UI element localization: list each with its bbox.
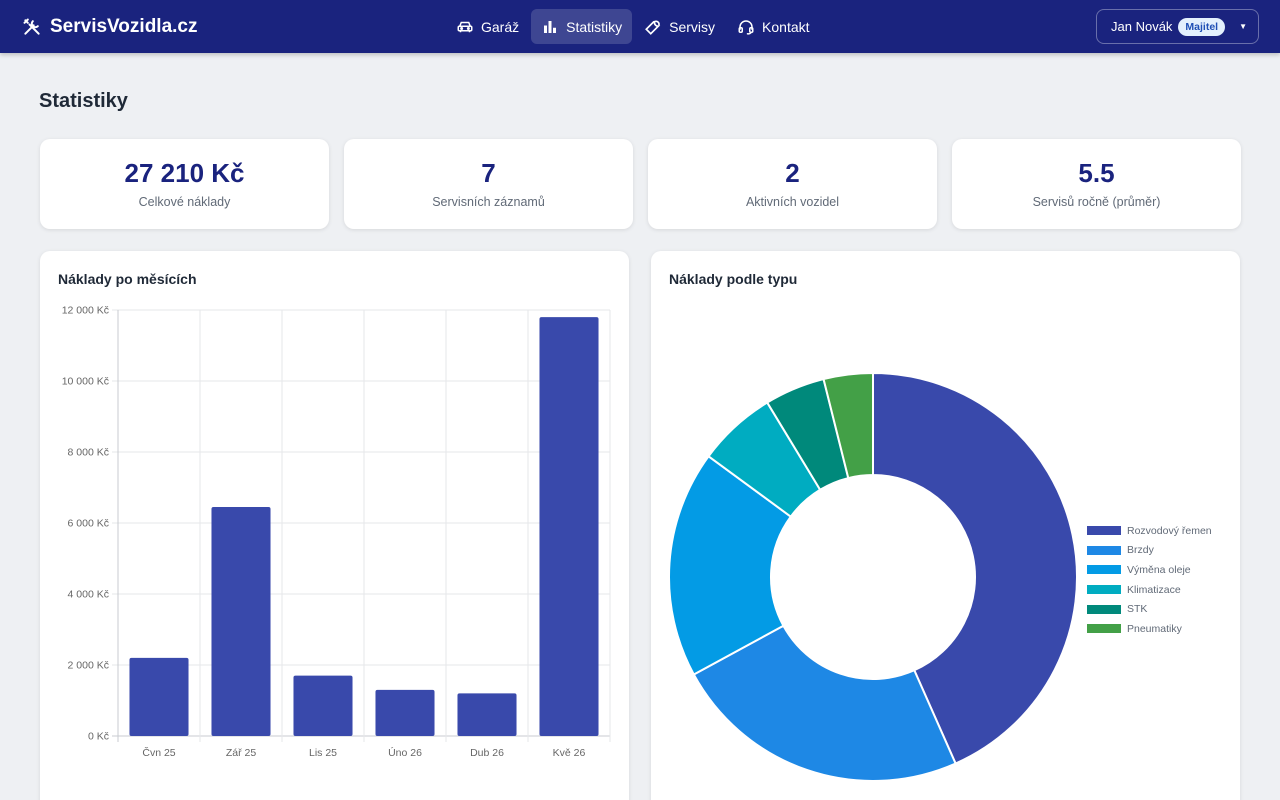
donut-slice — [822, 371, 874, 480]
cost-by-type-panel: Náklady podle typu Rozvodový řemen Brzdy V… — [651, 251, 1240, 800]
stat-card-active-vehicles: 2 Aktivních vozidel — [648, 139, 937, 229]
stat-value: 5.5 — [1078, 158, 1115, 188]
bar — [293, 675, 353, 736]
legend-label: Výměna oleje — [1127, 563, 1191, 576]
monthly-costs-bar-chart: 0 Kč 2 000 Kč 4 000 Kč 6 000 Kč 8 000 Kč 10 0… — [62, 305, 611, 759]
tools-icon — [23, 18, 40, 35]
y-tick-label: 0 Kč — [88, 731, 109, 743]
stat-value: 2 — [785, 158, 800, 188]
stat-value: 7 — [481, 158, 496, 188]
panel-title: Náklady po měsících — [58, 271, 197, 287]
bar — [457, 693, 517, 736]
y-tick-label: 8 000 Kč — [68, 447, 109, 459]
x-tick-label: Kvě 26 — [553, 747, 586, 759]
stat-card-services-per-year: 5.5 Servisů ročně (průměr) — [952, 139, 1241, 229]
y-tick-label: 10 000 Kč — [62, 376, 109, 388]
nav-label: Servisy — [669, 18, 716, 35]
role-badge: Majitel — [1178, 17, 1226, 36]
y-tick-label: 2 000 Kč — [68, 660, 109, 672]
legend-swatch — [1087, 545, 1121, 555]
user-menu-button[interactable]: Jan Novák Majitel ▼ — [1096, 9, 1259, 44]
donut-slice — [668, 454, 793, 676]
legend-label: STK — [1127, 603, 1148, 616]
legend-item[interactable]: Výměna oleje — [1087, 560, 1212, 580]
donut-slice — [872, 371, 1078, 765]
stat-card-service-records: 7 Servisních záznamů — [344, 139, 633, 229]
nav-item-garaz[interactable]: Garáž — [446, 9, 529, 44]
x-tick-label: Úno 26 — [388, 746, 422, 759]
legend-label: Klimatizace — [1127, 583, 1181, 596]
nav-item-statistiky[interactable]: Statistiky — [531, 9, 633, 44]
nav-label: Garáž — [481, 18, 520, 35]
main-nav: Garáž Statistiky Servisy Kontakt — [446, 9, 820, 44]
legend-swatch — [1087, 585, 1121, 595]
legend-label: Rozvodový řemen — [1127, 524, 1212, 537]
legend-item[interactable]: Brzdy — [1087, 541, 1212, 561]
y-tick-label: 12 000 Kč — [62, 305, 109, 317]
legend-label: Brzdy — [1127, 544, 1154, 557]
monthly-costs-panel: Náklady po měsících 0 Kč 2 000 Kč 4 000 Kč… — [40, 251, 629, 800]
legend-label: Pneumatiky — [1127, 622, 1182, 635]
nav-label: Kontakt — [762, 18, 810, 35]
legend-item[interactable]: Pneumatiky — [1087, 619, 1212, 639]
stat-label: Aktivních vozidel — [745, 195, 840, 209]
nav-label: Statistiky — [566, 18, 623, 35]
y-tick-label: 6 000 Kč — [68, 518, 109, 530]
wrench-icon — [645, 20, 661, 35]
legend-swatch — [1087, 565, 1121, 575]
x-tick-label: Zář 25 — [226, 747, 257, 759]
stat-value: 27 210 Kč — [124, 158, 245, 188]
bar-chart-icon — [544, 20, 557, 33]
legend-item[interactable]: Klimatizace — [1087, 580, 1212, 600]
brand-name: ServisVozidla.cz — [50, 15, 198, 37]
caret-down-icon: ▼ — [1239, 22, 1247, 31]
panel-title: Náklady podle typu — [669, 271, 798, 287]
stat-card-total-cost: 27 210 Kč Celkové náklady — [40, 139, 329, 229]
stat-label: Celkové náklady — [138, 195, 231, 209]
legend-swatch — [1087, 604, 1121, 614]
x-tick-label: Čvn 25 — [142, 746, 175, 759]
user-name: Jan Novák — [1111, 19, 1173, 34]
brand-link[interactable]: ServisVozidla.cz — [22, 0, 198, 53]
bar — [375, 689, 435, 736]
bar — [211, 507, 271, 736]
x-tick-label: Lis 25 — [309, 747, 337, 759]
cost-by-type-donut-chart — [668, 371, 1078, 782]
legend-swatch — [1087, 526, 1121, 536]
bar — [539, 317, 599, 736]
headset-icon — [738, 19, 754, 35]
navbar: ServisVozidla.cz Garáž Statistiky Servis… — [0, 0, 1280, 53]
x-tick-label: Dub 26 — [470, 747, 504, 759]
chart-legend: Rozvodový řemen Brzdy Výměna oleje Klimatiz… — [1087, 521, 1212, 639]
page-title: Statistiky — [39, 90, 128, 112]
donut-slice — [692, 624, 957, 782]
bar — [129, 657, 189, 736]
legend-swatch — [1087, 624, 1121, 634]
legend-item[interactable]: STK — [1087, 599, 1212, 619]
car-icon — [457, 21, 473, 32]
y-tick-label: 4 000 Kč — [68, 589, 109, 601]
nav-item-servisy[interactable]: Servisy — [634, 9, 725, 44]
stat-label: Servisních záznamů — [432, 195, 545, 209]
legend-item[interactable]: Rozvodový řemen — [1087, 521, 1212, 541]
nav-item-kontakt[interactable]: Kontakt — [727, 9, 819, 44]
stat-label: Servisů ročně (průměr) — [1032, 195, 1161, 209]
